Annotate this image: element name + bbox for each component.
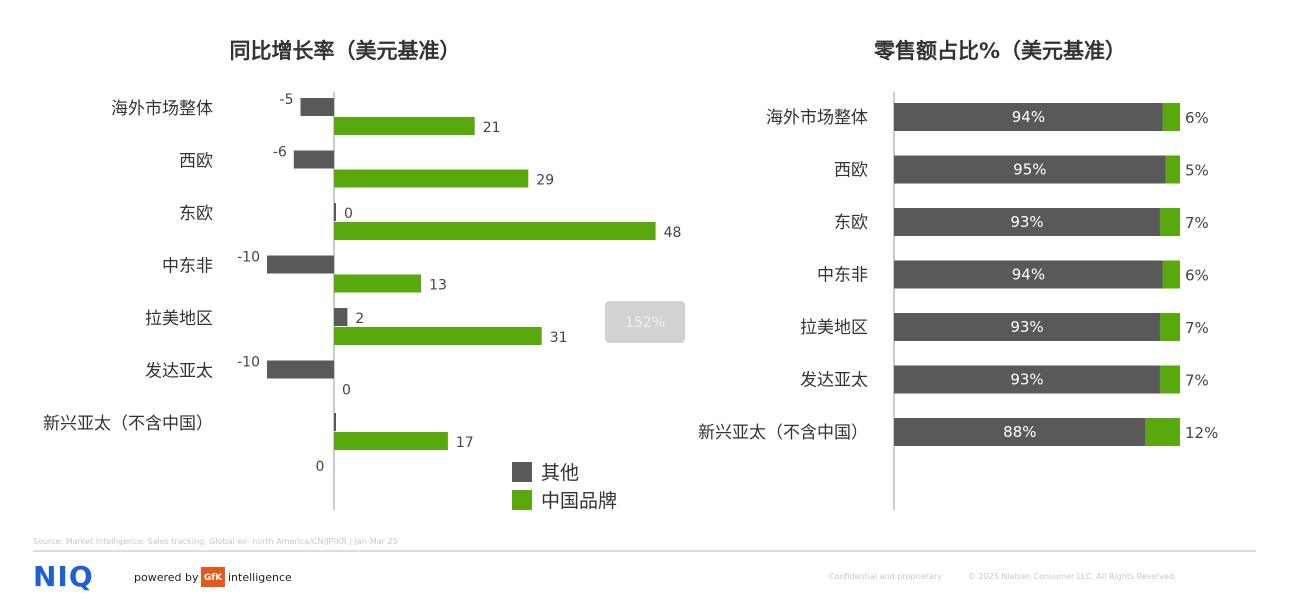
growth-value-label-chinese: 0 xyxy=(342,383,351,399)
share-bar-chinese xyxy=(1165,155,1180,184)
share-label-chinese: 12% xyxy=(1185,424,1218,442)
share-category-label: 拉美地区 xyxy=(800,318,868,338)
share-category-label: 东欧 xyxy=(834,213,868,233)
legend-label-other: 其他 xyxy=(541,462,579,484)
growth-value-label-other: -5 xyxy=(280,92,294,108)
growth-category-label: 发达亚太 xyxy=(145,362,213,382)
growth-value-label-chinese: 13 xyxy=(429,278,447,294)
share-bar-other xyxy=(894,260,1163,289)
share-bar-chinese xyxy=(1159,208,1180,236)
share-label-other: 93% xyxy=(1010,318,1043,336)
growth-bar-chinese xyxy=(334,274,422,293)
growth-value-label-other: -10 xyxy=(237,355,260,371)
growth-category-label: 西欧 xyxy=(179,152,213,172)
share-bar-chinese xyxy=(1162,103,1180,131)
legend-swatch-chinese xyxy=(512,490,532,510)
legend-swatch-other xyxy=(512,462,532,482)
share-bar-chinese xyxy=(1145,418,1180,446)
share-label-other: 94% xyxy=(1012,108,1045,126)
growth-legend: 其他 中国品牌 xyxy=(512,462,617,512)
growth-value-label-chinese: 17 xyxy=(456,435,474,451)
growth-value-label-other: 0 xyxy=(316,459,325,475)
growth-value-label-other: -6 xyxy=(273,145,287,161)
share-bar-chinese xyxy=(1159,365,1180,394)
growth-rate-chart: 同比增长率（美元基准） 海外市场整体 -5 21 西欧 -6 29 东欧 0 48 中东非 -10 1… xyxy=(43,39,681,512)
share-label-chinese: 7% xyxy=(1185,214,1209,232)
growth-bar-chinese xyxy=(334,432,448,450)
share-bar-other xyxy=(894,313,1160,341)
source-note: Source: Market Intelligence: Sales track… xyxy=(33,537,398,546)
share-category-label: 海外市场整体 xyxy=(766,108,868,128)
growth-category-label: 中东非 xyxy=(162,257,213,277)
share-label-chinese: 7% xyxy=(1185,372,1209,390)
intelligence-text: intelligence xyxy=(228,571,292,584)
share-label-chinese: 6% xyxy=(1185,109,1209,127)
share-label-chinese: 6% xyxy=(1185,267,1209,285)
growth-category-label: 东欧 xyxy=(179,204,213,224)
share-label-other: 95% xyxy=(1013,161,1046,179)
share-bar-other xyxy=(894,208,1160,236)
legend-label-chinese: 中国品牌 xyxy=(541,490,617,512)
share-bar-other xyxy=(894,155,1166,184)
growth-category-label: 拉美地区 xyxy=(145,309,213,329)
share-category-label: 中东非 xyxy=(817,266,868,286)
gfk-logo-text: GfK xyxy=(204,573,223,583)
growth-bar-other xyxy=(334,308,348,326)
share-bar-other xyxy=(894,418,1146,446)
growth-value-label-chinese: 48 xyxy=(664,225,682,241)
growth-value-label-other: 2 xyxy=(355,311,364,327)
share-category-label: 新兴亚太（不含中国） xyxy=(698,423,868,443)
growth-bar-chinese xyxy=(334,222,656,240)
growth-category-label: 海外市场整体 xyxy=(111,99,213,119)
confidential-note: Confidential and proprietary xyxy=(829,572,942,581)
share-bar-chinese xyxy=(1159,313,1180,341)
powered-by-text: powered by xyxy=(134,571,199,584)
growth-bar-other xyxy=(293,150,334,169)
share-label-other: 94% xyxy=(1012,266,1045,284)
growth-category-label: 新兴亚太（不含中国） xyxy=(43,414,213,434)
growth-bar-chinese xyxy=(334,327,542,345)
share-bar-other xyxy=(894,103,1163,131)
retail-share-chart: 零售额占比%（美元基准） 海外市场整体 94% 6% 西欧 95% 5% 东欧 93% 7% 中东… xyxy=(698,39,1218,510)
growth-bar-other xyxy=(267,360,334,379)
share-chart-title: 零售额占比%（美元基准） xyxy=(873,39,1126,63)
growth-value-label-other: -10 xyxy=(237,250,260,266)
share-label-other: 93% xyxy=(1010,213,1043,231)
gfk-logo-bg xyxy=(201,567,225,587)
growth-bar-other xyxy=(267,255,334,274)
growth-chart-title: 同比增长率（美元基准） xyxy=(230,39,461,63)
growth-bar-chinese xyxy=(334,169,529,188)
overlay-badge: 152% xyxy=(605,301,685,343)
overlay-badge-bg xyxy=(605,301,685,343)
share-label-other: 88% xyxy=(1003,423,1036,441)
share-category-label: 发达亚太 xyxy=(800,371,868,391)
growth-value-label-other: 0 xyxy=(344,206,353,222)
share-bar-chinese xyxy=(1162,260,1180,289)
copyright-note: © 2025 Nielsen Consumer LLC. All Rights … xyxy=(968,572,1176,581)
growth-bar-other xyxy=(300,98,334,116)
overlay-badge-text: 152% xyxy=(625,315,665,331)
share-label-other: 93% xyxy=(1010,371,1043,389)
growth-value-label-chinese: 31 xyxy=(550,330,568,346)
niq-logo: NIQ xyxy=(33,560,94,593)
growth-value-label-chinese: 21 xyxy=(483,120,501,136)
growth-value-label-chinese: 29 xyxy=(536,173,554,189)
share-bar-other xyxy=(894,365,1160,394)
share-category-label: 西欧 xyxy=(834,161,868,181)
share-label-chinese: 5% xyxy=(1185,162,1209,180)
share-label-chinese: 7% xyxy=(1185,319,1209,337)
footer: Source: Market Intelligence: Sales track… xyxy=(33,537,1256,593)
growth-bar-chinese xyxy=(334,117,475,135)
